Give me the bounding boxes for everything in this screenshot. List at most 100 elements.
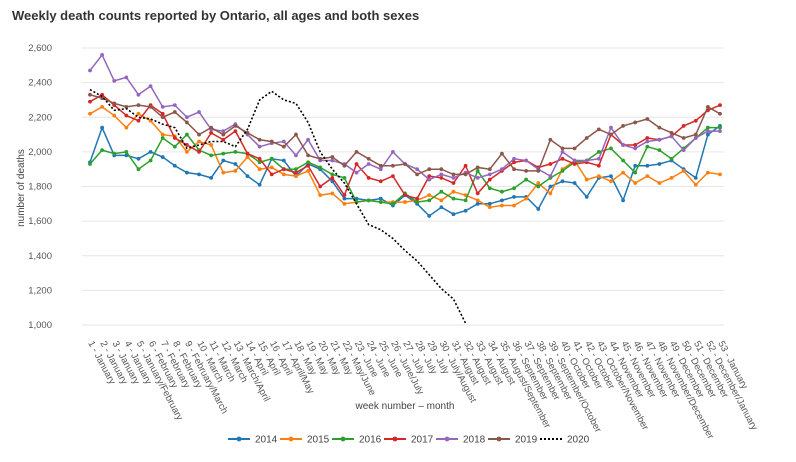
data-point: [197, 149, 201, 154]
data-point: [172, 144, 177, 149]
data-point: [185, 170, 189, 175]
data-point: [475, 169, 480, 173]
data-point: [633, 143, 638, 147]
data-point: [197, 172, 201, 177]
data-point: [342, 196, 347, 201]
data-point: [281, 167, 286, 172]
legend-item-2020[interactable]: 2020: [540, 435, 590, 446]
data-point: [633, 163, 638, 168]
data-point: [124, 75, 129, 80]
legend-item-2018[interactable]: 2018: [436, 435, 486, 446]
data-point: [669, 130, 674, 135]
data-point: [645, 117, 650, 121]
data-point: [209, 153, 214, 158]
data-point: [378, 200, 383, 204]
data-point: [245, 130, 250, 135]
y-axis-ticks: 1,000 1,200 1,400 1,600 1,800 2,000 2,200 2,400…: [28, 43, 52, 331]
legend-item-2015[interactable]: 2015: [280, 435, 330, 446]
data-point: [669, 134, 674, 139]
data-point: [366, 198, 371, 203]
data-point: [524, 169, 529, 173]
data-point: [185, 143, 189, 147]
data-point: [439, 189, 444, 194]
data-point: [439, 205, 444, 210]
data-point: [500, 151, 504, 156]
data-point: [621, 198, 625, 203]
data-point: [281, 158, 286, 163]
data-point: [172, 136, 177, 140]
data-point: [160, 115, 165, 120]
legend-item-2019[interactable]: 2019: [488, 435, 538, 446]
data-point: [621, 124, 625, 128]
data-point: [124, 149, 129, 154]
data-point: [705, 129, 710, 134]
data-point: [136, 156, 141, 161]
data-point: [366, 175, 371, 180]
data-point: [318, 165, 323, 170]
data-point: [342, 201, 347, 206]
data-point: [548, 137, 553, 142]
data-point: [512, 156, 516, 161]
legend-item-2017[interactable]: 2017: [384, 435, 434, 446]
data-point: [609, 125, 613, 130]
data-point: [330, 175, 335, 180]
data-point: [378, 167, 383, 172]
data-point: [342, 175, 347, 180]
y-tick-label: 1,000: [28, 320, 52, 331]
data-point: [185, 149, 189, 154]
data-point: [269, 165, 274, 170]
data-point: [621, 143, 625, 147]
data-point: [88, 92, 92, 97]
data-point: [500, 189, 504, 194]
data-point: [124, 104, 129, 109]
data-point: [705, 125, 710, 130]
data-point: [693, 132, 698, 137]
data-point: [560, 146, 565, 151]
data-point: [403, 193, 407, 198]
data-point: [294, 167, 298, 172]
data-point: [269, 156, 274, 161]
data-point: [572, 158, 577, 163]
data-point: [705, 170, 710, 175]
legend-label: 2017: [411, 435, 434, 446]
data-point: [584, 194, 589, 199]
data-point: [209, 125, 214, 130]
data-point: [390, 163, 395, 168]
data-point: [257, 144, 262, 149]
data-point: [633, 120, 638, 125]
data-point: [427, 193, 432, 198]
data-point: [209, 175, 214, 180]
legend-marker: [496, 436, 502, 442]
data-point: [245, 174, 250, 179]
data-point: [136, 103, 141, 108]
legend-item-2016[interactable]: 2016: [332, 435, 382, 446]
data-point: [354, 170, 359, 175]
data-point: [148, 104, 153, 109]
series-line-2017: [89, 93, 721, 200]
data-point: [693, 182, 698, 187]
legend-label: 2015: [307, 435, 330, 446]
gridlines: [82, 47, 724, 326]
data-point: [475, 191, 480, 196]
data-point: [354, 162, 359, 166]
data-point: [560, 149, 565, 154]
data-point: [160, 132, 165, 137]
data-point: [390, 174, 395, 179]
legend-item-2014[interactable]: 2014: [228, 435, 278, 446]
data-point: [596, 174, 601, 179]
data-point: [136, 118, 141, 123]
data-point: [318, 156, 323, 161]
data-point: [112, 113, 117, 118]
data-point: [136, 167, 141, 172]
data-point: [185, 132, 189, 137]
data-point: [281, 139, 286, 144]
data-point: [524, 158, 529, 163]
y-tick-label: 1,600: [28, 216, 52, 227]
data-point: [560, 156, 565, 161]
data-point: [245, 155, 250, 159]
data-point: [463, 208, 468, 213]
data-point: [536, 184, 541, 189]
data-point: [306, 169, 310, 173]
data-point: [160, 136, 165, 140]
data-point: [233, 129, 238, 134]
